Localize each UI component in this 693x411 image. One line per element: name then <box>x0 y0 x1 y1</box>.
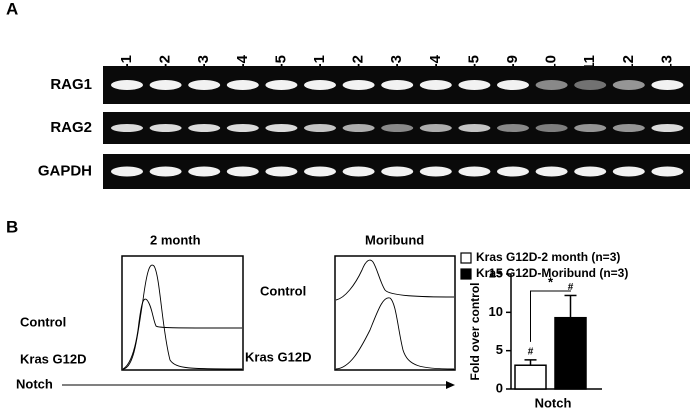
bar <box>554 316 587 390</box>
band <box>226 80 259 90</box>
legend-swatch <box>460 268 472 280</box>
band <box>419 80 452 90</box>
panel-label: A <box>6 0 18 18</box>
band <box>381 124 414 132</box>
band <box>535 166 568 177</box>
legend-label: Kras G12D-2 month (n=3) <box>476 250 620 264</box>
band <box>612 124 645 132</box>
band <box>574 166 607 177</box>
band <box>226 166 259 177</box>
legend-label: Kras G12D-Moribund (n=3) <box>476 266 628 280</box>
band <box>265 166 298 177</box>
band <box>497 124 529 132</box>
band <box>111 80 143 90</box>
flow-label: Kras G12D <box>20 351 86 366</box>
flow-label: Control <box>20 314 66 329</box>
band <box>497 80 529 90</box>
row-label: GAPDH <box>38 162 92 179</box>
band <box>265 80 298 90</box>
band <box>304 166 336 177</box>
band <box>458 80 491 90</box>
y-tick-label: 0 <box>496 380 503 395</box>
band <box>304 124 336 132</box>
band <box>188 80 221 90</box>
flow-plot: 2 month Moribund Control Kras G12D Contr… <box>16 232 456 391</box>
band <box>111 124 143 132</box>
band <box>188 124 221 132</box>
legend-swatch <box>460 252 472 264</box>
gel-image: WT-1WT-2WT-3WT-4WT-52-12-22-32-42-5M-9M-… <box>38 54 690 189</box>
flow-frame <box>334 255 456 371</box>
band <box>535 124 568 132</box>
band <box>612 80 645 90</box>
band <box>612 166 645 177</box>
band <box>342 80 375 90</box>
band <box>188 166 221 177</box>
band <box>111 166 143 177</box>
band <box>651 124 684 132</box>
band <box>574 80 607 90</box>
arrow-head <box>446 381 455 389</box>
band <box>149 80 182 90</box>
band <box>574 124 607 132</box>
band <box>265 124 298 132</box>
annotation: # <box>568 282 574 293</box>
histogram <box>122 298 243 370</box>
band <box>342 124 375 132</box>
annotation: # <box>528 347 534 358</box>
row-label: RAG1 <box>50 76 92 93</box>
significance-bracket <box>530 290 571 342</box>
histogram <box>122 264 243 370</box>
band <box>342 166 375 177</box>
band <box>149 124 182 132</box>
flow-title: 2 month <box>150 232 201 247</box>
y-tick-label: 5 <box>496 342 503 357</box>
y-tick-label: 15 <box>489 265 503 280</box>
flow-xlabel: Notch <box>16 376 53 391</box>
x-tick-label: Notch <box>535 395 572 410</box>
band <box>535 80 568 90</box>
flow-label: Control <box>260 283 306 298</box>
band <box>226 124 259 132</box>
band <box>381 80 414 90</box>
flow-label: Kras G12D <box>245 349 311 364</box>
histogram <box>335 259 455 301</box>
flow-frame <box>121 255 244 371</box>
y-axis-label: Fold over control <box>468 282 482 380</box>
band <box>304 80 336 90</box>
band <box>651 80 684 90</box>
band <box>149 166 182 177</box>
band <box>419 124 452 132</box>
annotation: * <box>548 274 554 289</box>
band <box>651 166 684 177</box>
band <box>458 166 491 177</box>
row-label: RAG2 <box>50 119 92 136</box>
panel-label: B <box>6 217 18 236</box>
y-tick-label: 10 <box>489 304 503 319</box>
band <box>497 166 529 177</box>
band <box>419 166 452 177</box>
flow-title: Moribund <box>365 232 424 247</box>
band <box>458 124 491 132</box>
histogram <box>335 297 455 370</box>
bar <box>514 364 547 390</box>
band <box>381 166 414 177</box>
bar-chart: 0 5 10 15 Fold over control Notch Kras G12D-2 … <box>460 250 628 410</box>
